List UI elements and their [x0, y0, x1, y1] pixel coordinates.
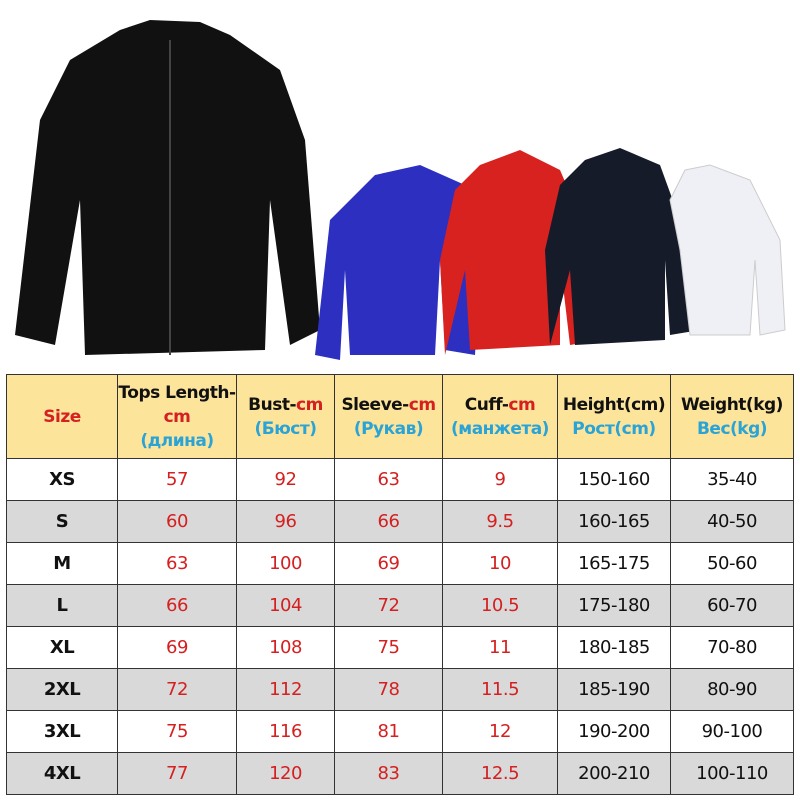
- header-russian: Вес(kg): [696, 418, 768, 439]
- table-cell: 185-190: [557, 668, 671, 711]
- header-russian: Рост(cm): [572, 418, 656, 439]
- table-cell: 63: [117, 542, 237, 585]
- table-cell: 165-175: [557, 542, 671, 585]
- table-cell: 190-200: [557, 710, 671, 753]
- table-cell: 78: [334, 668, 443, 711]
- table-row: XL 69 108 75 11 180-185 70-80: [6, 626, 794, 669]
- size-cell: S: [6, 500, 118, 543]
- table-cell: 9: [442, 458, 558, 501]
- table-cell: 180-185: [557, 626, 671, 669]
- table-cell: 35-40: [670, 458, 794, 501]
- size-cell: XS: [6, 458, 118, 501]
- table-cell: 11: [442, 626, 558, 669]
- table-cell: 63: [334, 458, 443, 501]
- size-cell: L: [6, 584, 118, 627]
- size-cell: XL: [6, 626, 118, 669]
- table-cell: 92: [236, 458, 335, 501]
- table-cell: 12.5: [442, 752, 558, 795]
- header-main: Tops Length-: [118, 382, 236, 403]
- table-cell: 77: [117, 752, 237, 795]
- column-header: Size: [6, 374, 118, 459]
- header-main: Weight(kg): [681, 394, 783, 415]
- column-header: Tops Length-cm (длина): [117, 374, 237, 459]
- size-chart: Size Tops Length-cm (длина) Bust-cm (Бюст) Sl…: [6, 374, 794, 795]
- column-header: Weight(kg) Вес(kg): [670, 374, 794, 459]
- table-row: 3XL 75 116 81 12 190-200 90-100: [6, 710, 794, 753]
- table-cell: 75: [117, 710, 237, 753]
- header-unit: cm: [508, 394, 536, 415]
- header-russian: (манжета): [451, 418, 549, 439]
- table-cell: 60-70: [670, 584, 794, 627]
- table-cell: 11.5: [442, 668, 558, 711]
- table-cell: 40-50: [670, 500, 794, 543]
- table-cell: 83: [334, 752, 443, 795]
- header-main: Cuff-: [464, 394, 509, 415]
- header-main: Height(cm): [562, 394, 666, 415]
- table-row: S 60 96 66 9.5 160-165 40-50: [6, 500, 794, 543]
- table-cell: 150-160: [557, 458, 671, 501]
- blue-jacket: [315, 165, 480, 360]
- table-cell: 160-165: [557, 500, 671, 543]
- table-cell: 72: [334, 584, 443, 627]
- size-cell: 2XL: [6, 668, 118, 711]
- size-cell: M: [6, 542, 118, 585]
- column-header: Sleeve-cm (Рукав): [334, 374, 443, 459]
- table-row: L 66 104 72 10.5 175-180 60-70: [6, 584, 794, 627]
- header-main: Bust-: [248, 394, 297, 415]
- table-cell: 200-210: [557, 752, 671, 795]
- column-header: Cuff-cm (манжета): [442, 374, 558, 459]
- table-cell: 69: [334, 542, 443, 585]
- table-cell: 72: [117, 668, 237, 711]
- product-photos: [15, 20, 786, 360]
- table-cell: 57: [117, 458, 237, 501]
- table-cell: 81: [334, 710, 443, 753]
- navy-jacket: [545, 148, 700, 345]
- table-cell: 75: [334, 626, 443, 669]
- table-cell: 100: [236, 542, 335, 585]
- white-jacket: [669, 164, 786, 336]
- table-cell: 116: [236, 710, 335, 753]
- table-cell: 9.5: [442, 500, 558, 543]
- column-header: Bust-cm (Бюст): [236, 374, 335, 459]
- header-russian: (Рукав): [353, 418, 424, 439]
- header-russian: (длина): [140, 430, 214, 451]
- table-cell: 90-100: [670, 710, 794, 753]
- table-row: XS 57 92 63 9 150-160 35-40: [6, 458, 794, 501]
- table-row: M 63 100 69 10 165-175 50-60: [6, 542, 794, 585]
- table-cell: 10.5: [442, 584, 558, 627]
- size-cell: 4XL: [6, 752, 118, 795]
- table-cell: 12: [442, 710, 558, 753]
- table-row: 4XL 77 120 83 12.5 200-210 100-110: [6, 752, 794, 795]
- table-cell: 69: [117, 626, 237, 669]
- header-main: Sleeve-: [341, 394, 409, 415]
- table-cell: 96: [236, 500, 335, 543]
- header-main: Size: [43, 406, 81, 427]
- table-cell: 120: [236, 752, 335, 795]
- black-jacket-large: [15, 20, 320, 355]
- table-cell: 80-90: [670, 668, 794, 711]
- table-cell: 108: [236, 626, 335, 669]
- table-cell: 70-80: [670, 626, 794, 669]
- table-cell: 10: [442, 542, 558, 585]
- table-cell: 60: [117, 500, 237, 543]
- header-unit: cm: [408, 394, 436, 415]
- table-cell: 104: [236, 584, 335, 627]
- table-cell: 100-110: [670, 752, 794, 795]
- table-cell: 112: [236, 668, 335, 711]
- header-unit: cm: [163, 406, 191, 427]
- header-unit: cm: [296, 394, 323, 415]
- size-cell: 3XL: [6, 710, 118, 753]
- table-cell: 66: [117, 584, 237, 627]
- column-header: Height(cm) Рост(cm): [557, 374, 671, 459]
- table-row: 2XL 72 112 78 11.5 185-190 80-90: [6, 668, 794, 711]
- table-cell: 50-60: [670, 542, 794, 585]
- table-cell: 175-180: [557, 584, 671, 627]
- table-cell: 66: [334, 500, 443, 543]
- header-russian: (Бюст): [254, 418, 317, 439]
